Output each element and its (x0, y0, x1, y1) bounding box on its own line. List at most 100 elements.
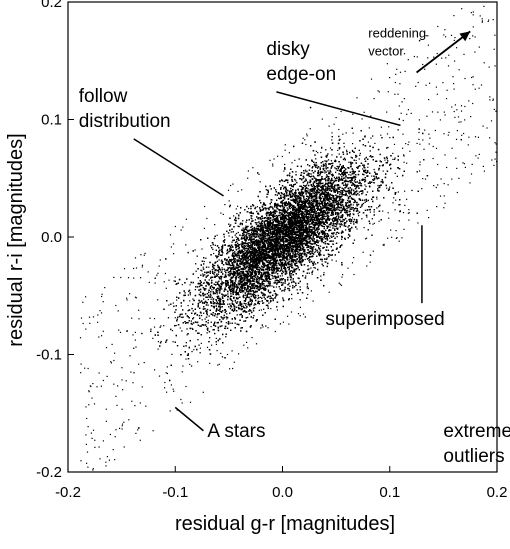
scatter-point (262, 232, 264, 234)
scatter-point (279, 254, 281, 256)
scatter-point (302, 218, 304, 221)
scatter-point (299, 252, 301, 254)
scatter-point (275, 259, 277, 261)
scatter-point (235, 286, 237, 288)
scatter-point (297, 216, 299, 219)
scatter-point (286, 212, 289, 214)
scatter-point (306, 207, 309, 209)
scatter-point (250, 215, 252, 217)
scatter-point (251, 258, 254, 261)
scatter-point (272, 250, 274, 252)
scatter-point (289, 205, 291, 207)
scatter-point (372, 135, 374, 137)
scatter-point (318, 205, 320, 207)
scatter-point (313, 230, 316, 232)
scatter-point (332, 179, 334, 182)
scatter-point (222, 261, 224, 263)
scatter-point (270, 266, 272, 269)
scatter-point (316, 175, 319, 177)
scatter-point (279, 275, 281, 277)
scatter-point (312, 204, 315, 206)
scatter-point (306, 183, 309, 185)
scatter-point (213, 268, 215, 270)
scatter-point (285, 232, 287, 235)
scatter-point (261, 241, 263, 243)
scatter-point (317, 215, 319, 217)
scatter-point (294, 249, 296, 251)
scatter-point (274, 234, 276, 236)
scatter-point (274, 245, 276, 247)
scatter-point (315, 244, 318, 246)
scatter-point (307, 203, 309, 205)
scatter-point (378, 186, 380, 188)
scatter-point (318, 253, 320, 256)
scatter-point (210, 321, 212, 323)
scatter-point (279, 256, 281, 259)
scatter-point (271, 206, 274, 208)
scatter-point (267, 190, 269, 192)
scatter-point (216, 260, 219, 262)
scatter-point (250, 249, 253, 251)
scatter-point (242, 262, 245, 264)
scatter-point (273, 270, 275, 272)
scatter-point (243, 283, 246, 285)
scatter-point (326, 160, 328, 162)
scatter-point (302, 236, 304, 238)
scatter-point (279, 270, 281, 272)
scatter-point (307, 188, 309, 190)
scatter-point (270, 206, 273, 208)
scatter-point (327, 153, 329, 155)
scatter-point (309, 191, 311, 193)
scatter-point (313, 198, 315, 201)
scatter-point (282, 289, 284, 292)
scatter-point (254, 242, 257, 244)
scatter-point (284, 244, 286, 246)
scatter-point (299, 299, 301, 301)
scatter-point (299, 185, 301, 187)
scatter-point (346, 207, 348, 209)
scatter-point (225, 336, 227, 338)
scatter-point (332, 243, 335, 245)
scatter-point (264, 227, 266, 229)
scatter-point (247, 316, 249, 319)
scatter-point (288, 174, 290, 176)
scatter-point (251, 299, 253, 301)
scatter-point (362, 192, 364, 194)
scatter-point (337, 166, 339, 168)
scatter-point (271, 267, 273, 269)
scatter-point (302, 229, 304, 231)
scatter-point (274, 235, 276, 238)
scatter-point (284, 257, 286, 259)
scatter-point (346, 205, 348, 208)
scatter-point (253, 274, 255, 277)
scatter-point (253, 275, 255, 277)
scatter-point (303, 199, 305, 201)
scatter-point (331, 225, 334, 227)
scatter-point (356, 166, 358, 169)
scatter-point (320, 221, 323, 223)
scatter-point (278, 210, 281, 212)
scatter-point (259, 218, 261, 220)
scatter-point (224, 287, 226, 289)
scatter-point (294, 222, 296, 224)
scatter-point (202, 302, 204, 304)
scatter-point (351, 149, 354, 152)
scatter-point (234, 216, 237, 219)
scatter-point (350, 179, 352, 182)
scatter-point (244, 253, 246, 255)
scatter-point (283, 247, 285, 250)
scatter-point (279, 250, 282, 253)
scatter-point (348, 174, 350, 176)
scatter-point (291, 259, 293, 261)
scatter-point (267, 227, 269, 229)
scatter-point (323, 246, 325, 249)
scatter-point (308, 209, 310, 212)
scatter-point (264, 232, 266, 234)
scatter-point (313, 266, 315, 269)
scatter-point (257, 234, 259, 236)
scatter-point (232, 263, 234, 265)
scatter-point (230, 231, 232, 233)
scatter-point (203, 282, 205, 284)
scatter-point (314, 219, 316, 222)
scatter-point (277, 269, 279, 271)
